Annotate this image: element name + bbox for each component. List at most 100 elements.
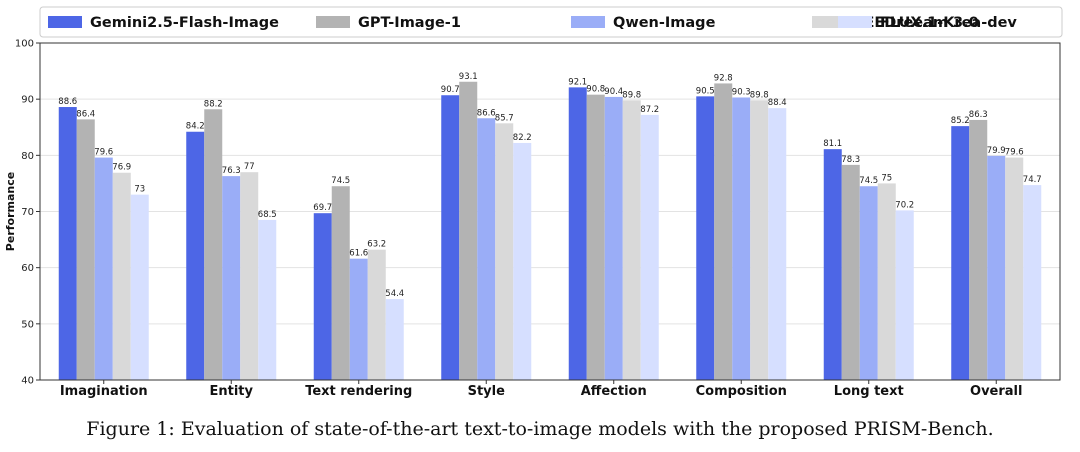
bar-value-label: 79.9: [987, 146, 1006, 156]
bar-value-label: 89.8: [750, 90, 769, 100]
y-tick-label: 70: [21, 207, 34, 218]
x-category-label: Affection: [581, 384, 647, 399]
bar-value-label: 74.7: [1023, 175, 1042, 185]
bar: [895, 210, 914, 380]
y-tick-label: 80: [21, 151, 34, 162]
bar-value-label: 82.2: [513, 133, 532, 143]
bar-value-label: 87.2: [640, 105, 659, 115]
bar: [186, 131, 205, 380]
bar-value-label: 54.4: [385, 289, 404, 299]
legend-label: SEEDreeam 3.0: [854, 15, 979, 31]
bar: [385, 299, 404, 380]
figure-caption: Figure 1: Evaluation of state-of-the-art…: [86, 418, 994, 440]
bar: [513, 142, 532, 380]
legend-label: Qwen-Image: [613, 15, 716, 31]
bar-value-label: 79.6: [1005, 148, 1024, 158]
legend-swatch: [571, 16, 605, 28]
legend: Gemini2.5-Flash-Image GPT-Image-1 Qwen-Ima…: [39, 6, 1063, 38]
bar-value-label: 90.3: [732, 87, 751, 97]
bar-value-label: 70.2: [895, 200, 914, 210]
bar-value-label: 63.2: [367, 240, 386, 250]
bar: [94, 157, 113, 380]
bar-value-label: 90.4: [604, 87, 623, 97]
bar-value-label: 81.1: [823, 139, 842, 149]
y-tick-label: 100: [15, 39, 34, 50]
x-category-label: Entity: [210, 384, 254, 399]
bar: [640, 114, 659, 380]
legend-swatch: [838, 16, 872, 28]
bar: [313, 213, 332, 380]
bar-value-label: 90.8: [586, 85, 605, 95]
bar: [951, 126, 970, 380]
bar: [823, 149, 842, 380]
y-tick-label: 50: [21, 319, 34, 330]
bar-value-label: 90.7: [441, 85, 460, 95]
bar-value-label: 74.5: [331, 176, 350, 186]
bar-value-label: 92.1: [568, 77, 587, 87]
bar: [477, 118, 496, 380]
bar-value-label: 93.1: [459, 72, 478, 82]
bar: [222, 176, 241, 380]
bar: [604, 96, 623, 381]
bar-value-label: 73: [134, 185, 145, 195]
bar: [331, 186, 350, 380]
bar-value-label: 86.3: [969, 110, 988, 120]
bar-value-label: 89.8: [622, 90, 641, 100]
y-axis-title: Performance: [4, 172, 17, 251]
bar-value-label: 75: [881, 173, 892, 183]
bar: [441, 95, 460, 381]
bar-chart: 88.6 86.4 79.6 76.9 73 84.2 88.2 76.3 77 68.5 69.7…: [4, 6, 1063, 399]
bar-value-label: 77: [244, 162, 255, 172]
bar: [130, 194, 149, 380]
bar: [495, 123, 514, 381]
bar-value-label: 88.4: [768, 98, 787, 108]
bar-value-label: 79.6: [94, 148, 113, 158]
bar: [204, 109, 223, 380]
bar-value-label: 78.3: [841, 155, 860, 165]
legend-swatch: [812, 16, 846, 28]
bar-value-label: 88.6: [58, 97, 77, 107]
bar-value-label: 61.6: [349, 249, 368, 259]
bar-value-label: 90.5: [696, 86, 715, 96]
x-category-labels: Imagination Entity Text rendering Style Affe…: [60, 380, 1022, 399]
bar: [877, 183, 896, 380]
bar-value-label: 86.4: [76, 109, 95, 119]
bar-value-label: 85.7: [495, 113, 514, 123]
bar: [732, 97, 751, 381]
bar: [58, 107, 77, 380]
bar: [969, 119, 988, 380]
bar: [841, 164, 860, 380]
legend-label: Gemini2.5-Flash-Image: [90, 15, 279, 31]
legend-frame: [39, 6, 1063, 38]
bar-value-label: 92.8: [714, 73, 733, 83]
y-tick-label: 60: [21, 263, 34, 274]
bar: [696, 96, 715, 380]
legend-swatch: [48, 16, 82, 28]
y-tick-label: 40: [21, 376, 34, 387]
bar: [568, 87, 587, 380]
bar: [1005, 157, 1024, 380]
bar-value-label: 68.5: [258, 210, 277, 220]
bar-value-label: 74.5: [859, 176, 878, 186]
x-category-label: Overall: [970, 384, 1022, 399]
legend-swatch: [316, 16, 350, 28]
bar: [714, 83, 733, 380]
bar: [367, 249, 386, 380]
bar-value-label: 69.7: [313, 203, 332, 213]
bar: [987, 155, 1006, 380]
bar: [76, 119, 95, 381]
y-ticks: 40 50 60 70 80 90 100: [15, 39, 40, 387]
bar: [459, 81, 478, 380]
x-category-label: Text rendering: [305, 384, 412, 399]
x-category-label: Long text: [834, 384, 904, 399]
bar: [240, 172, 259, 380]
bar: [768, 108, 787, 381]
bar: [586, 94, 605, 380]
bar-value-label: 84.2: [186, 122, 205, 132]
bar-value-label: 85.2: [951, 116, 970, 126]
bar: [859, 186, 878, 380]
bar-value-label: 76.9: [112, 163, 131, 173]
bar-value-label: 86.6: [477, 108, 496, 118]
bar-value-label: 76.3: [222, 166, 241, 176]
bar: [112, 172, 131, 380]
